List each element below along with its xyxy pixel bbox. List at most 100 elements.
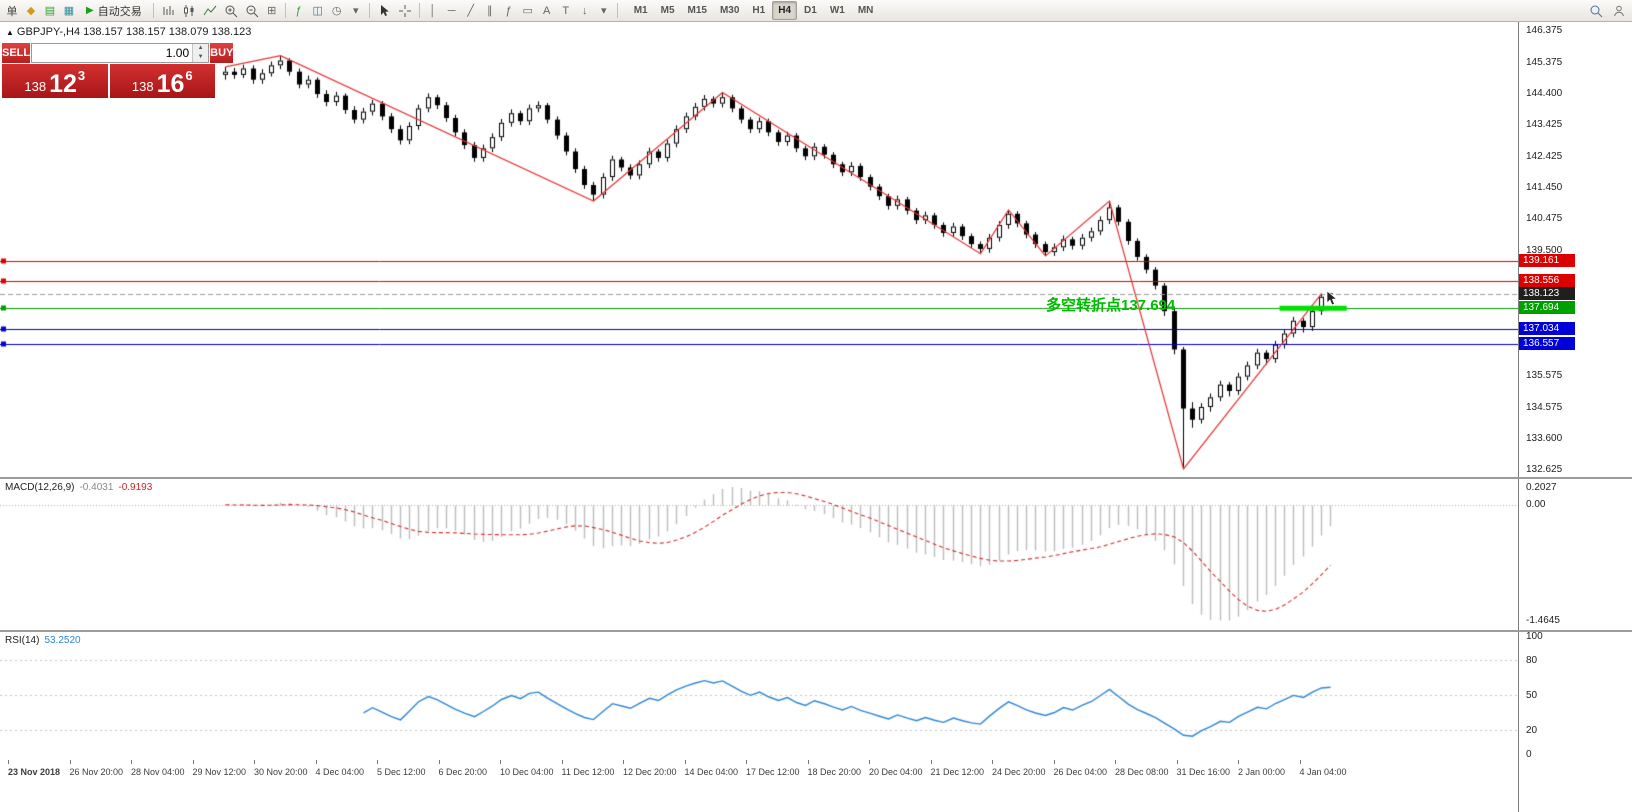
line-chart-icon[interactable] [200,2,220,20]
channel-icon[interactable]: ∥ [486,5,493,17]
toolbar-separator [418,3,420,18]
bar-chart-icon[interactable] [158,2,178,20]
rectangle-icon[interactable]: ▭ [522,5,533,17]
timeframe-m1-button[interactable]: M1 [633,5,648,16]
macd-axis-label: 0.2027 [1526,482,1557,493]
time-tick [131,760,132,764]
price-axis-label: 140.475 [1526,213,1563,225]
time-tick [1238,760,1239,764]
sell-button[interactable]: SELL [2,43,31,63]
rsi-plot[interactable] [0,632,1518,760]
time-axis-label: 30 Nov 20:00 [254,767,308,777]
time-axis[interactable]: 23 Nov 2018 26 Nov 20:00 28 Nov 04:00 29 No… [0,760,1632,812]
price-tag-139.161: 139.161 [1519,254,1575,268]
macd-plot[interactable] [0,479,1518,630]
label-icon[interactable]: T [562,4,570,17]
main-chart-plot[interactable] [0,22,1518,477]
time-axis-label: 4 Dec 04:00 [315,767,365,777]
macd-main-value: -0.4031 [79,482,114,493]
price-axis-label: 146.375 [1526,25,1563,36]
panel-divider-2[interactable] [0,630,1632,632]
time-tick [8,760,9,764]
lot-decrease-icon[interactable]: ▼ [193,53,209,62]
arrows-dropdown-icon[interactable]: ▾ [600,5,607,17]
time-axis-label: 23 Nov 2018 [8,767,61,777]
macd-axis[interactable]: 0.2027 0.00 -1.4645 [1518,479,1632,630]
time-axis-label: 5 Dec 12:00 [377,767,426,777]
time-axis-label: 12 Dec 20:00 [623,767,677,777]
time-axis-label: 18 Dec 20:00 [807,767,862,777]
price-axis-label: 139.500 [1526,244,1563,256]
rsi-axis[interactable]: 100 80 50 20 0 [1518,631,1632,760]
time-axis-label: 4 Jan 04:00 [1299,767,1347,777]
buy-price-sup: 6 [185,68,193,83]
periods-icon[interactable]: ◷ [331,5,342,17]
play-icon: ▶ [86,5,94,16]
lot-size-input[interactable] [32,44,193,62]
sell-price-button[interactable]: 138 12 3 [2,64,108,98]
toolbar-separator [368,3,370,18]
text-icon[interactable]: A [543,4,551,17]
timeframe-m15-button[interactable]: M15 [687,5,707,16]
rsi-label: RSI(14) 53.2520 [5,635,81,646]
arrows-icon[interactable]: ↓ [581,4,588,17]
ohlc-readout: ▲ GBPJPY-,H4 138.157 138.157 138.079 138.… [6,26,251,38]
time-axis-label: 28 Nov 04:00 [131,767,185,777]
vertical-line-icon[interactable]: │ [429,4,437,17]
one-click-collapse-icon[interactable]: ▲ [6,28,14,37]
templates-dropdown-icon[interactable]: ▾ [352,5,359,17]
macd-signal-value: -0.9193 [118,482,153,493]
time-tick [1299,760,1301,764]
time-axis-label: 17 Dec 12:00 [746,767,800,777]
time-axis-label: 11 Dec 12:00 [561,767,615,777]
lot-increase-icon[interactable]: ▲ [193,44,209,53]
horizontal-line-icon[interactable]: ─ [447,4,456,17]
search-icon[interactable] [1586,2,1606,20]
zoom-out-icon[interactable] [242,2,262,20]
time-tick [561,760,563,764]
buy-button[interactable]: BUY [210,43,234,63]
timeframe-d1-button[interactable]: D1 [804,5,817,16]
lot-spinner: ▲ ▼ [192,44,209,62]
fibonacci-icon[interactable]: ƒ [505,4,512,17]
buy-price-button[interactable]: 138 16 6 [109,64,215,98]
timeframe-mn-button[interactable]: MN [857,5,874,16]
timeframe-m30-button[interactable]: M30 [719,5,740,16]
timeframe-h1-button[interactable]: H1 [752,5,766,16]
indicators-icon[interactable]: ƒ [295,4,302,17]
panel-divider-1[interactable] [0,477,1632,479]
toolbar-separator [152,3,154,18]
profiles-icon[interactable]: ▤ [44,5,56,17]
market-watch-icon[interactable]: ▦ [63,5,75,17]
rsi-axis-label: 100 [1526,631,1543,642]
price-axis[interactable]: 146.375 145.375 144.400 143.425 142.425 141.4… [1518,22,1632,477]
time-axis-label: 2 Jan 00:00 [1238,767,1286,777]
new-order-button[interactable]: 单 [6,5,18,18]
pivot-annotation-text[interactable]: 多空转折点137.694 [1046,297,1176,314]
timeframe-m5-button[interactable]: M5 [660,5,675,16]
sell-price-sup: 3 [77,68,86,83]
macd-axis-label: -1.4645 [1526,615,1560,626]
time-tick [1176,760,1178,764]
trendline-icon[interactable]: ╱ [467,5,475,17]
symbol-ohlc-text: GBPJPY-,H4 138.157 138.157 138.079 138.1… [16,26,252,38]
sell-price-big: 12 [49,70,77,98]
crosshair-icon[interactable] [395,2,415,20]
time-tick [930,760,932,764]
price-tag-137.694: 137.694 [1519,301,1575,315]
timeframe-w1-button[interactable]: W1 [829,5,845,16]
time-tick [1053,760,1055,764]
cursor-icon[interactable] [374,2,394,20]
community-icon[interactable] [1609,2,1629,20]
rsi-axis-label: 20 [1526,725,1538,737]
mouse-cursor [1326,290,1338,311]
zoom-in-icon[interactable] [221,2,241,20]
candlestick-chart-icon[interactable] [179,2,199,20]
timeframe-h4-button[interactable]: H4 [772,1,798,20]
objects-list-icon[interactable]: ◫ [312,5,323,17]
tile-windows-icon[interactable]: ⊞ [267,5,277,17]
time-axis-label: 28 Dec 08:00 [1115,767,1169,777]
auto-trading-button[interactable]: ▶ 自动交易 [79,2,149,20]
main-toolbar: 单 ◆ ▤ ▦ ▶ 自动交易 ⊞ ƒ ◫ ◷ ▾ │ ─ ╱ ∥ ƒ ▭ A T… [0,0,1632,22]
charts-icon[interactable]: ◆ [26,5,36,17]
